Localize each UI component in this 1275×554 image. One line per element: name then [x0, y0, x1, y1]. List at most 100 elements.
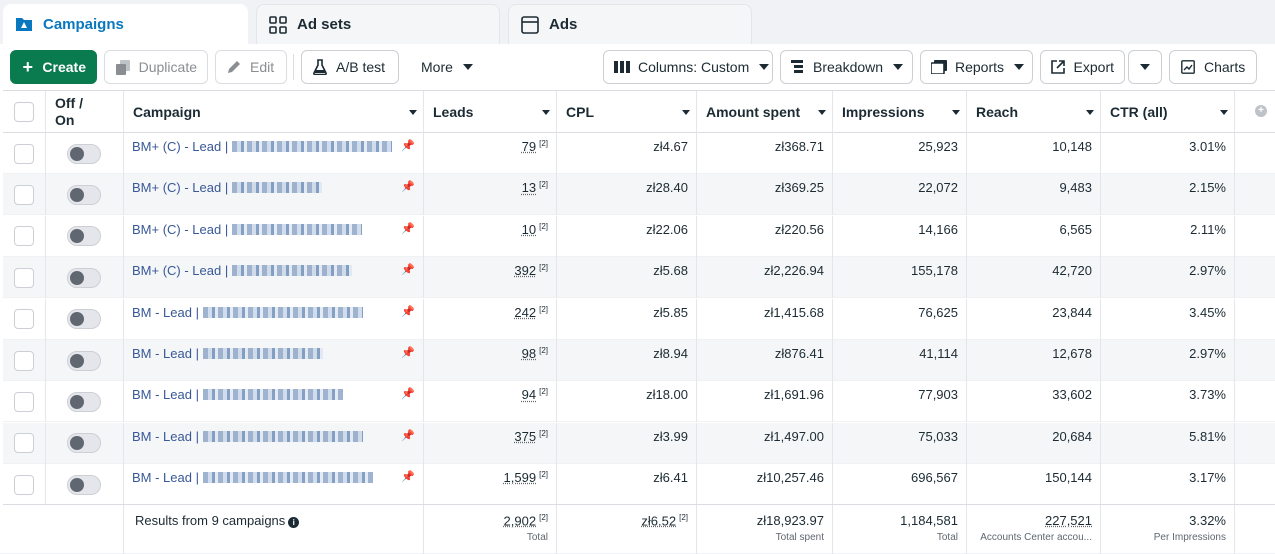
campaign-name-link[interactable]: BM+ (C) - Lead |	[132, 139, 228, 154]
pin-icon[interactable]: 📌	[401, 346, 415, 359]
campaign-name-link[interactable]: BM - Lead |	[132, 346, 199, 361]
tab-campaigns[interactable]: Campaigns	[3, 4, 248, 44]
row-checkbox[interactable]	[14, 433, 34, 453]
campaign-toggle[interactable]	[67, 433, 101, 453]
table-row[interactable]: BM - Lead | 📌 1,599 [2] zł6.41 zł10,257.46 696…	[3, 464, 1275, 505]
row-checkbox[interactable]	[14, 268, 34, 288]
reach-cell: 150,144	[967, 464, 1101, 505]
tab-ad-sets[interactable]: Ad sets	[256, 4, 500, 44]
info-icon[interactable]: i	[288, 517, 299, 528]
leads-value[interactable]: 98	[522, 346, 536, 361]
more-dropdown[interactable]: More	[410, 50, 486, 84]
header-campaign[interactable]: Campaign	[124, 91, 424, 133]
row-select-cell	[3, 340, 46, 381]
header-ctr[interactable]: CTR (all)	[1101, 91, 1235, 133]
pin-icon[interactable]: 📌	[401, 139, 415, 152]
header-off-on[interactable]: Off / On	[46, 91, 124, 133]
table-row[interactable]: BM - Lead | 📌 94 [2] zł18.00 zł1,691.96 77,903…	[3, 381, 1275, 422]
campaign-name-link[interactable]: BM+ (C) - Lead |	[132, 263, 228, 278]
header-leads[interactable]: Leads	[424, 91, 557, 133]
campaign-toggle[interactable]	[67, 268, 101, 288]
campaign-name-link[interactable]: BM - Lead |	[132, 429, 199, 444]
row-checkbox[interactable]	[14, 351, 34, 371]
leads-value[interactable]: 13	[522, 180, 536, 195]
duplicate-button[interactable]: Duplicate	[104, 50, 208, 84]
header-amount-spent[interactable]: Amount spent	[697, 91, 833, 133]
export-button[interactable]: Export	[1040, 50, 1125, 84]
pin-icon[interactable]: 📌	[401, 387, 415, 400]
pin-icon[interactable]: 📌	[401, 222, 415, 235]
export-options-dropdown[interactable]	[1128, 50, 1162, 84]
ab-test-label: A/B test	[336, 59, 385, 75]
table-row[interactable]: BM+ (C) - Lead | 📌 392 [2] zł5.68 zł2,226.94 1…	[3, 257, 1275, 298]
add-column-icon[interactable]: +	[1255, 105, 1267, 117]
columns-icon	[614, 59, 630, 75]
leads-value[interactable]: 10	[522, 222, 536, 237]
footer-reach-sub: Accounts Center accou...	[980, 532, 1092, 543]
sort-caret-icon	[1220, 110, 1228, 115]
leads-cell: 242 [2]	[424, 299, 557, 340]
campaign-toggle[interactable]	[67, 475, 101, 495]
campaign-toggle[interactable]	[67, 226, 101, 246]
leads-value[interactable]: 392	[514, 263, 536, 278]
pin-icon[interactable]: 📌	[401, 263, 415, 276]
campaign-toggle[interactable]	[67, 185, 101, 205]
campaign-name-link[interactable]: BM+ (C) - Lead |	[132, 222, 228, 237]
ab-test-button[interactable]: A/B test	[301, 50, 399, 84]
spent-value: zł1,691.96	[764, 387, 824, 402]
breakdown-dropdown[interactable]: Breakdown	[780, 50, 913, 84]
pin-icon[interactable]: 📌	[401, 305, 415, 318]
header-label: Leads	[433, 104, 473, 120]
table-row[interactable]: BM+ (C) - Lead | 📌 13 [2] zł28.40 zł369.25 22,…	[3, 174, 1275, 215]
row-checkbox[interactable]	[14, 309, 34, 329]
superscript-note: [2]	[539, 513, 548, 522]
campaign-name-link[interactable]: BM - Lead |	[132, 305, 199, 320]
campaign-name-link[interactable]: BM - Lead |	[132, 387, 199, 402]
reach-cell: 33,602	[967, 381, 1101, 422]
row-checkbox[interactable]	[14, 392, 34, 412]
adsets-grid-icon	[269, 16, 287, 34]
header-reach[interactable]: Reach	[967, 91, 1101, 133]
columns-dropdown[interactable]: Columns: Custom	[603, 50, 773, 84]
campaign-toggle[interactable]	[67, 392, 101, 412]
pin-icon[interactable]: 📌	[401, 429, 415, 442]
row-checkbox[interactable]	[14, 475, 34, 495]
reach-cell: 6,565	[967, 216, 1101, 257]
chevron-down-icon	[1140, 64, 1150, 70]
header-impressions[interactable]: Impressions	[833, 91, 967, 133]
row-checkbox[interactable]	[14, 226, 34, 246]
table-row[interactable]: BM - Lead | 📌 98 [2] zł8.94 zł876.41 41,114 12,…	[3, 340, 1275, 381]
header-cpl[interactable]: CPL	[557, 91, 697, 133]
cpl-value: zł28.40	[646, 180, 688, 195]
table-row[interactable]: BM - Lead | 📌 375 [2] zł3.99 zł1,497.00 75,033…	[3, 423, 1275, 464]
spent-cell: zł10,257.46	[697, 464, 833, 505]
table-row[interactable]: BM+ (C) - Lead | 📌 10 [2] zł22.06 zł220.56 14,…	[3, 216, 1275, 257]
leads-value[interactable]: 242	[514, 305, 536, 320]
pin-icon[interactable]: 📌	[401, 470, 415, 483]
reports-dropdown[interactable]: Reports	[920, 50, 1033, 84]
tab-ads[interactable]: Ads	[508, 4, 752, 44]
leads-value[interactable]: 375	[514, 429, 536, 444]
row-checkbox[interactable]	[14, 185, 34, 205]
campaign-toggle[interactable]	[67, 351, 101, 371]
leads-value[interactable]: 94	[522, 387, 536, 402]
table-row[interactable]: BM - Lead | 📌 242 [2] zł5.85 zł1,415.68 76,625…	[3, 299, 1275, 340]
leads-value[interactable]: 79	[522, 139, 536, 154]
table-row[interactable]: BM+ (C) - Lead | 📌 79 [2] zł4.67 zł368.71 25,9…	[3, 133, 1275, 174]
campaign-toggle[interactable]	[67, 309, 101, 329]
create-button[interactable]: + Create	[10, 50, 97, 84]
impressions-value: 155,178	[911, 263, 958, 278]
pin-icon[interactable]: 📌	[401, 180, 415, 193]
charts-button[interactable]: Charts	[1169, 50, 1257, 84]
campaign-toggle[interactable]	[67, 144, 101, 164]
select-all-checkbox[interactable]	[14, 102, 34, 122]
superscript-note: [2]	[539, 346, 548, 355]
leads-value[interactable]: 1,599	[504, 470, 537, 485]
row-checkbox[interactable]	[14, 144, 34, 164]
edit-button[interactable]: Edit	[215, 50, 287, 84]
campaign-name-link[interactable]: BM+ (C) - Lead |	[132, 180, 228, 195]
cpl-value: zł3.99	[653, 429, 688, 444]
charts-label: Charts	[1204, 59, 1245, 75]
campaign-name-link[interactable]: BM - Lead |	[132, 470, 199, 485]
reports-icon	[931, 59, 947, 75]
